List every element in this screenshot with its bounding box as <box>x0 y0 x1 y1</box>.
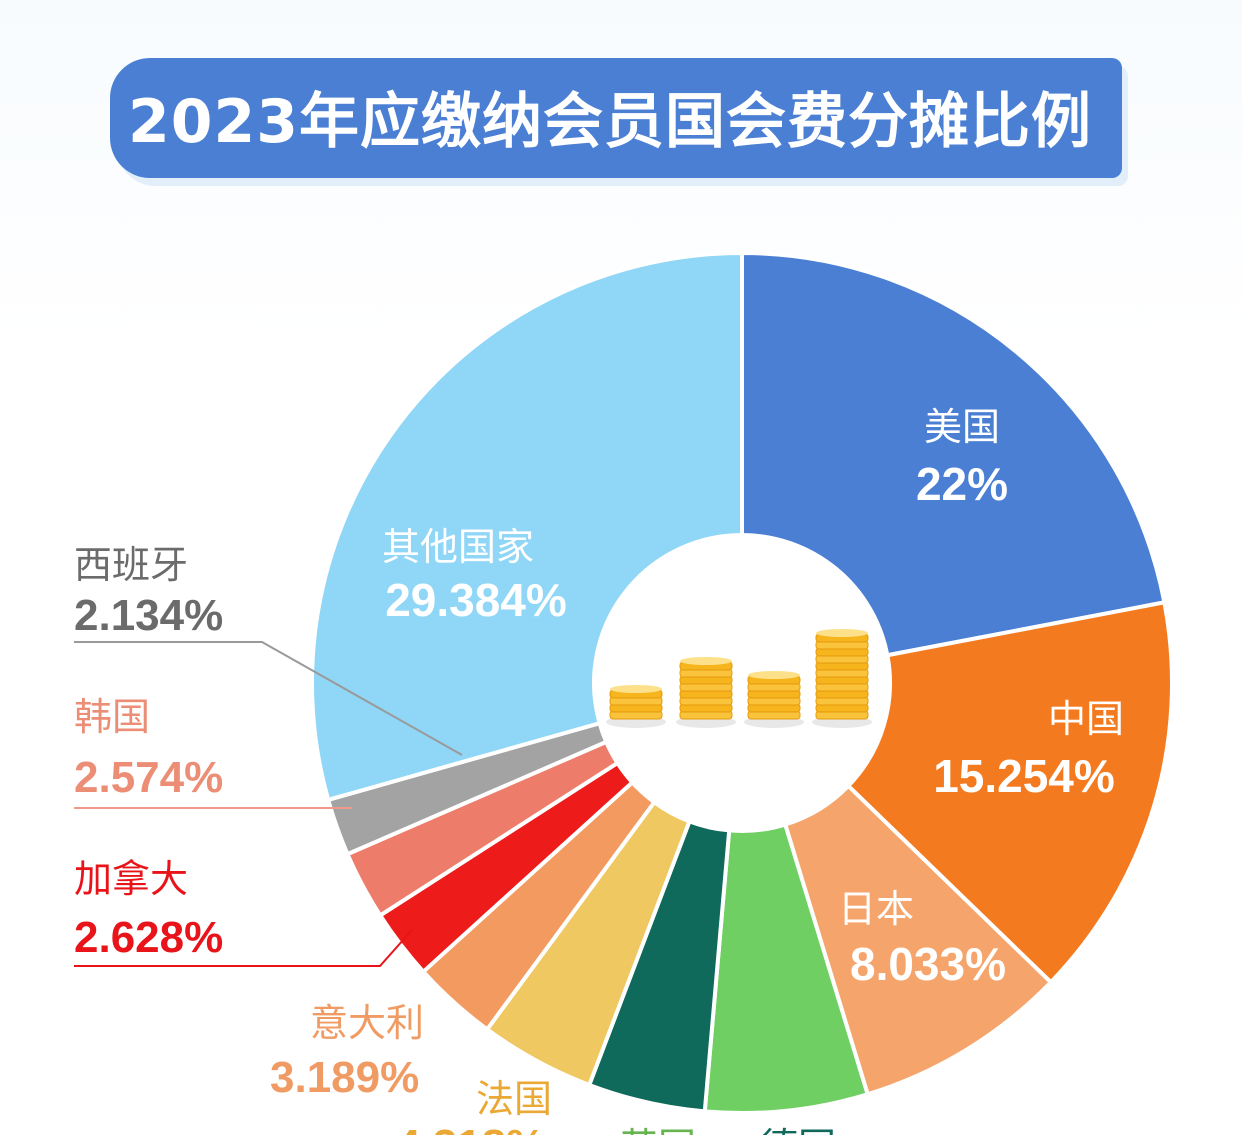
slice-value-it: 3.189% <box>270 1053 419 1102</box>
slice-label-it: 意大利 <box>310 1003 424 1045</box>
slice-label-us: 美国 <box>924 407 1000 449</box>
slice-value-jp: 8.033% <box>850 938 1006 990</box>
slice-value-others: 29.384% <box>385 574 567 626</box>
pie-slice-3 <box>782 783 1054 1097</box>
leader-line-es <box>74 641 463 756</box>
slice-label-kr: 韩国 <box>74 697 150 739</box>
coin-stacks-icon <box>606 629 872 728</box>
slice-label-de-partial: 德国 <box>760 1127 836 1135</box>
slice-value-ca: 2.628% <box>74 913 223 962</box>
pie-slice-11 <box>310 250 744 803</box>
slice-value-fr: 4.318% <box>396 1121 545 1135</box>
slice-value-kr: 2.574% <box>74 753 223 802</box>
slice-label-cn: 中国 <box>1048 699 1124 741</box>
slice-label-jp: 日本 <box>838 889 914 931</box>
leader-line-ca <box>74 929 413 967</box>
slice-label-others: 其他国家 <box>382 527 534 569</box>
slice-label-ca: 加拿大 <box>74 859 188 901</box>
slice-label-uk-partial: 英国 <box>620 1127 696 1135</box>
chart-title: 2023年应缴纳会员国会费分摊比例 <box>128 87 1092 157</box>
slice-label-fr: 法国 <box>476 1079 552 1121</box>
pie-slice-2 <box>845 600 1174 986</box>
slice-value-cn: 15.254% <box>933 750 1115 802</box>
slice-value-us: 22% <box>916 458 1008 510</box>
slice-value-es: 2.134% <box>74 591 223 640</box>
title-banner <box>110 58 1122 178</box>
donut-hole <box>596 537 888 829</box>
slice-label-es: 西班牙 <box>74 545 188 587</box>
pie-slice-1 <box>740 250 1167 658</box>
